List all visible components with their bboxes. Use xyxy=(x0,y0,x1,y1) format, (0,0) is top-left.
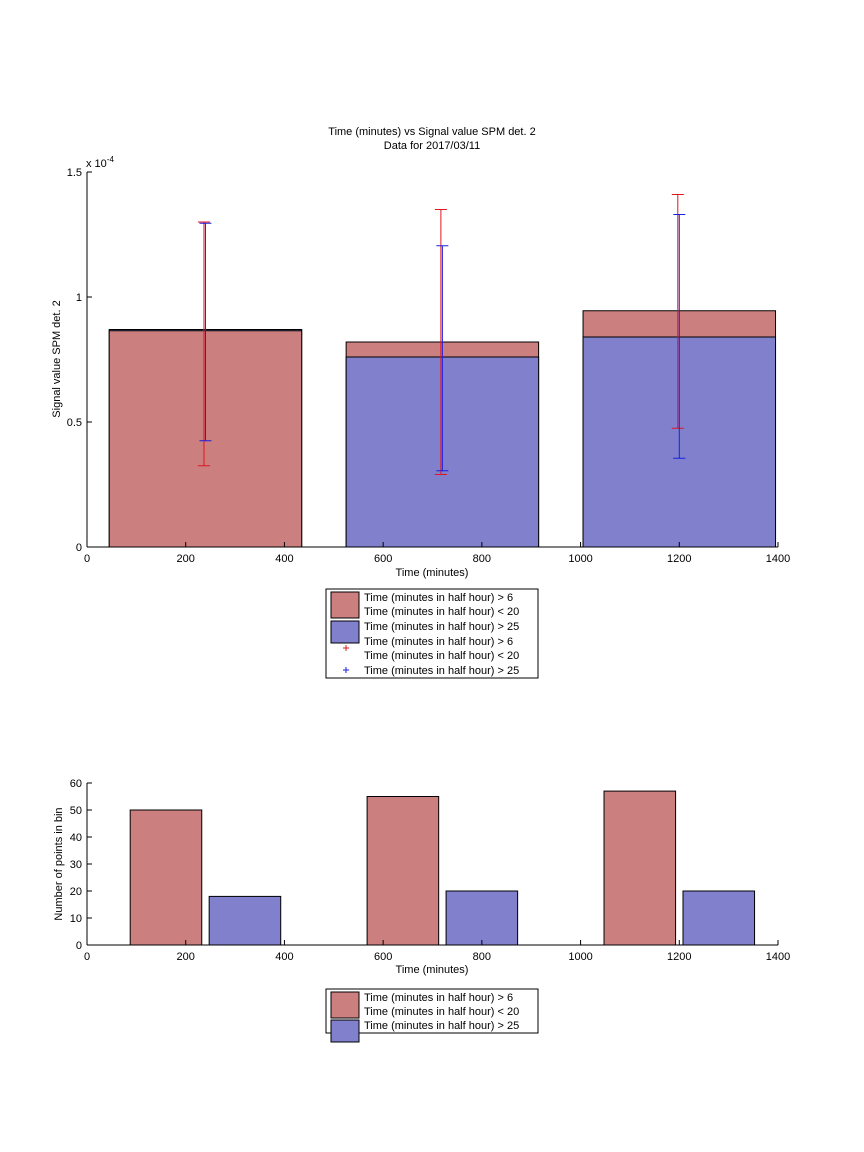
y-axis-title: Signal value SPM det. 2 xyxy=(51,300,63,417)
y-tick-label: 60 xyxy=(70,778,82,790)
legend-label: Time (minutes in half hour) > 25 xyxy=(364,621,519,633)
x-tick-label: 800 xyxy=(473,951,491,963)
legend-swatch xyxy=(330,991,360,1019)
x-tick-label: 0 xyxy=(84,553,90,565)
legend: Time (minutes in half hour) > 6 Time (min… xyxy=(325,588,539,679)
y-tick-label: 50 xyxy=(70,805,82,817)
signal-chart: Time (minutes) vs Signal value SPM det. … xyxy=(51,126,791,679)
x-tick-label: 600 xyxy=(374,553,392,565)
axes: 0 200 400 600 800 1000 1200 1400 0 0.5 1 1.5 xyxy=(67,167,791,565)
legend: Time (minutes in half hour) > 6 Time (min… xyxy=(325,988,539,1043)
legend-label: Time (minutes in half hour) > 25 xyxy=(364,665,519,677)
x-tick-label: 1200 xyxy=(667,951,691,963)
legend-label: Time (minutes in half hour) < 20 xyxy=(364,606,519,618)
y-exponent-base: x 10 xyxy=(86,158,107,170)
bar-blue xyxy=(445,890,519,946)
y-tick-label: 0 xyxy=(76,940,82,952)
x-axis-title: Time (minutes) xyxy=(396,964,469,976)
y-exponent-power: -4 xyxy=(107,155,115,164)
chart-title: Time (minutes) vs Signal value SPM det. … xyxy=(328,126,535,138)
y-tick-label: 1 xyxy=(76,292,82,304)
bar-blue xyxy=(682,890,756,946)
x-tick-label: 1000 xyxy=(568,951,592,963)
x-axis-title: Time (minutes) xyxy=(396,567,469,579)
y-tick-label: 40 xyxy=(70,832,82,844)
count-chart: 0 200 400 600 800 1000 1200 1400 0 10 20 30 40 50 60 T… xyxy=(53,778,790,1043)
x-tick-label: 400 xyxy=(275,553,293,565)
bar-blue xyxy=(208,895,282,946)
legend-swatch xyxy=(330,591,360,619)
y-exponent-label: x 10-4 xyxy=(86,155,114,170)
chart-subtitle: Data for 2017/03/11 xyxy=(384,140,480,152)
x-tick-label: 800 xyxy=(473,553,491,565)
y-axis-title: Number of points in bin xyxy=(53,807,65,920)
x-tick-label: 400 xyxy=(275,951,293,963)
y-tick-label: 0 xyxy=(76,542,82,554)
x-tick-label: 600 xyxy=(374,951,392,963)
legend-swatch xyxy=(330,620,360,644)
bar-red xyxy=(129,809,203,946)
error-bars xyxy=(197,194,686,475)
x-tick-label: 1400 xyxy=(766,951,790,963)
legend-swatch xyxy=(330,1019,360,1043)
axes: 0 200 400 600 800 1000 1200 1400 0 10 20 30 40 50 60 xyxy=(70,778,790,963)
legend-label: Time (minutes in half hour) > 6 xyxy=(364,592,513,604)
legend-label: Time (minutes in half hour) < 20 xyxy=(364,650,519,662)
x-tick-label: 1200 xyxy=(667,553,691,565)
legend-label: Time (minutes in half hour) < 20 xyxy=(364,1006,519,1018)
bars xyxy=(129,790,756,946)
x-tick-label: 1400 xyxy=(766,553,790,565)
x-tick-label: 0 xyxy=(84,951,90,963)
legend-label: Time (minutes in half hour) > 6 xyxy=(364,636,513,648)
legend-label: Time (minutes in half hour) > 6 xyxy=(364,992,513,1004)
legend-label: Time (minutes in half hour) > 25 xyxy=(364,1020,519,1032)
y-tick-label: 30 xyxy=(70,859,82,871)
x-tick-label: 200 xyxy=(177,951,195,963)
legend-box xyxy=(325,588,539,679)
bar-red xyxy=(366,796,440,946)
bar-red xyxy=(603,790,677,946)
y-tick-label: 0.5 xyxy=(67,417,82,429)
y-tick-label: 10 xyxy=(70,913,82,925)
legend-box xyxy=(325,988,539,1034)
y-tick-label: 20 xyxy=(70,886,82,898)
x-tick-label: 1000 xyxy=(568,553,592,565)
y-tick-label: 1.5 xyxy=(67,167,82,179)
x-tick-label: 200 xyxy=(177,553,195,565)
